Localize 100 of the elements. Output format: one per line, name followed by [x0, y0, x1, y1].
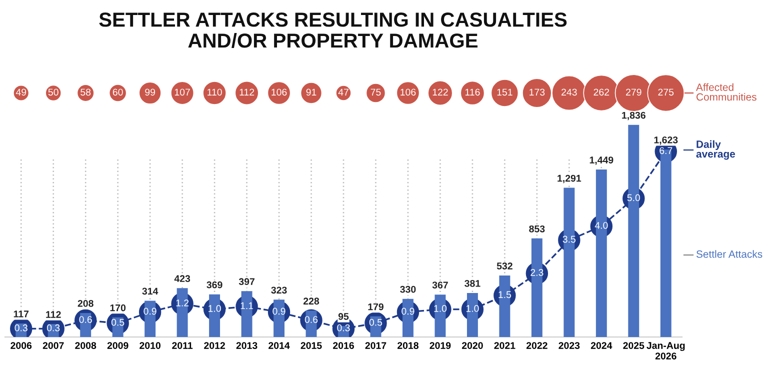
- bar: [434, 294, 446, 337]
- data-label: 91: [306, 88, 316, 96]
- bar: [241, 291, 252, 337]
- x-tick-label: 2007: [42, 342, 64, 349]
- data-label: 0.3: [46, 324, 60, 332]
- bar: [596, 170, 607, 337]
- data-label: 117: [14, 310, 29, 318]
- data-label: 58: [80, 88, 91, 96]
- data-label: 3.5: [562, 236, 576, 243]
- data-label: 116: [465, 88, 480, 96]
- x-tick-label: 2022: [526, 342, 548, 349]
- data-label: 75: [370, 88, 381, 96]
- data-label: 6.7: [660, 147, 672, 154]
- data-label: 330: [400, 286, 416, 293]
- x-tick-label: 2006: [10, 342, 32, 349]
- x-tick-label: 2009: [107, 342, 128, 349]
- bar: [660, 149, 672, 337]
- x-tick-label: Jan-Aug 2026: [646, 342, 685, 360]
- x-tick-label: 2011: [172, 342, 193, 349]
- data-label: 106: [400, 88, 416, 96]
- data-label: 1.5: [498, 291, 512, 298]
- x-tick-label: 2012: [204, 342, 225, 349]
- bar: [531, 238, 542, 337]
- x-tick-label: 2010: [140, 342, 160, 349]
- x-tick-label: 2024: [590, 342, 612, 349]
- data-label: 0.5: [111, 318, 124, 326]
- data-label: 60: [112, 88, 123, 96]
- data-label: 4.0: [594, 222, 608, 229]
- data-label: 275: [658, 88, 674, 96]
- data-label: 2.3: [530, 269, 544, 276]
- data-label: 323: [271, 286, 287, 294]
- bar: [564, 188, 575, 337]
- data-label: 0.9: [144, 308, 156, 315]
- x-tick-label: 2019: [430, 342, 451, 349]
- x-tick-label: 2021: [494, 342, 516, 349]
- data-label: 369: [206, 281, 222, 288]
- bar: [112, 317, 124, 337]
- data-label: 1.0: [208, 305, 221, 312]
- data-label: 106: [272, 88, 287, 96]
- data-label: 1,623: [654, 136, 678, 145]
- data-label: 423: [174, 275, 190, 282]
- data-label: 1.1: [240, 302, 254, 310]
- bar: [176, 288, 188, 337]
- bar: [628, 124, 640, 337]
- data-label: 1.2: [176, 300, 189, 306]
- bar: [274, 300, 285, 337]
- data-label: 5.0: [627, 194, 640, 202]
- data-label: 0.3: [14, 324, 28, 332]
- data-label: 99: [145, 88, 156, 96]
- data-label: 122: [432, 88, 448, 96]
- text: Settler Attacks: [696, 250, 762, 258]
- data-label: 397: [238, 278, 254, 286]
- data-label: 1,836: [622, 112, 646, 120]
- bar: [499, 276, 510, 337]
- x-tick-label: 2017: [365, 342, 386, 349]
- data-label: 0.3: [337, 324, 350, 332]
- data-label: 47: [338, 88, 348, 96]
- data-label: 262: [594, 88, 610, 96]
- data-label: 50: [48, 88, 58, 96]
- data-label: 0.6: [79, 316, 92, 323]
- x-tick-label: 2008: [75, 342, 96, 349]
- data-label: 314: [142, 288, 158, 295]
- data-label: 0.6: [304, 316, 318, 323]
- data-label: 1,449: [590, 156, 614, 165]
- data-label: 110: [208, 88, 222, 96]
- text: SETTLER ATTACKS RESULTING IN CASUALTIES AND/OR PROPERTY DAMAGE: [99, 12, 567, 48]
- bar: [80, 312, 92, 337]
- x-tick-label: 2020: [462, 342, 483, 349]
- x-tick-label: 2015: [300, 342, 322, 349]
- data-label: 228: [303, 298, 320, 305]
- data-label: 1.0: [466, 305, 479, 312]
- data-label: 112: [240, 88, 254, 96]
- x-tick-label: 2014: [268, 342, 290, 349]
- legend-label: Affected Communities: [696, 83, 756, 101]
- data-label: 173: [530, 88, 545, 96]
- x-tick-label: 2013: [236, 342, 258, 350]
- data-label: 532: [496, 262, 512, 270]
- bar: [466, 292, 478, 337]
- data-label: 381: [464, 280, 480, 287]
- data-label: 208: [78, 300, 94, 307]
- data-label: 151: [497, 88, 512, 96]
- data-label: 95: [338, 313, 349, 320]
- data-label: 1,291: [558, 174, 582, 184]
- data-label: 0.5: [369, 318, 382, 326]
- x-tick-label: 2025: [623, 342, 644, 349]
- data-label: 0.9: [272, 308, 286, 315]
- data-label: 243: [562, 88, 577, 96]
- bar: [402, 298, 414, 337]
- data-label: 170: [110, 304, 126, 312]
- legend-label: Daily average: [696, 140, 736, 160]
- data-label: 1.0: [434, 305, 447, 312]
- data-label: 107: [174, 88, 190, 96]
- data-label: 179: [368, 303, 384, 310]
- x-tick-label: 2023: [558, 342, 580, 350]
- data-label: 367: [432, 282, 448, 289]
- x-tick-label: 2016: [333, 342, 354, 349]
- data-label: 0.9: [402, 308, 414, 315]
- data-label: 112: [46, 311, 61, 318]
- data-label: 279: [626, 88, 642, 96]
- x-tick-label: 2018: [398, 342, 418, 349]
